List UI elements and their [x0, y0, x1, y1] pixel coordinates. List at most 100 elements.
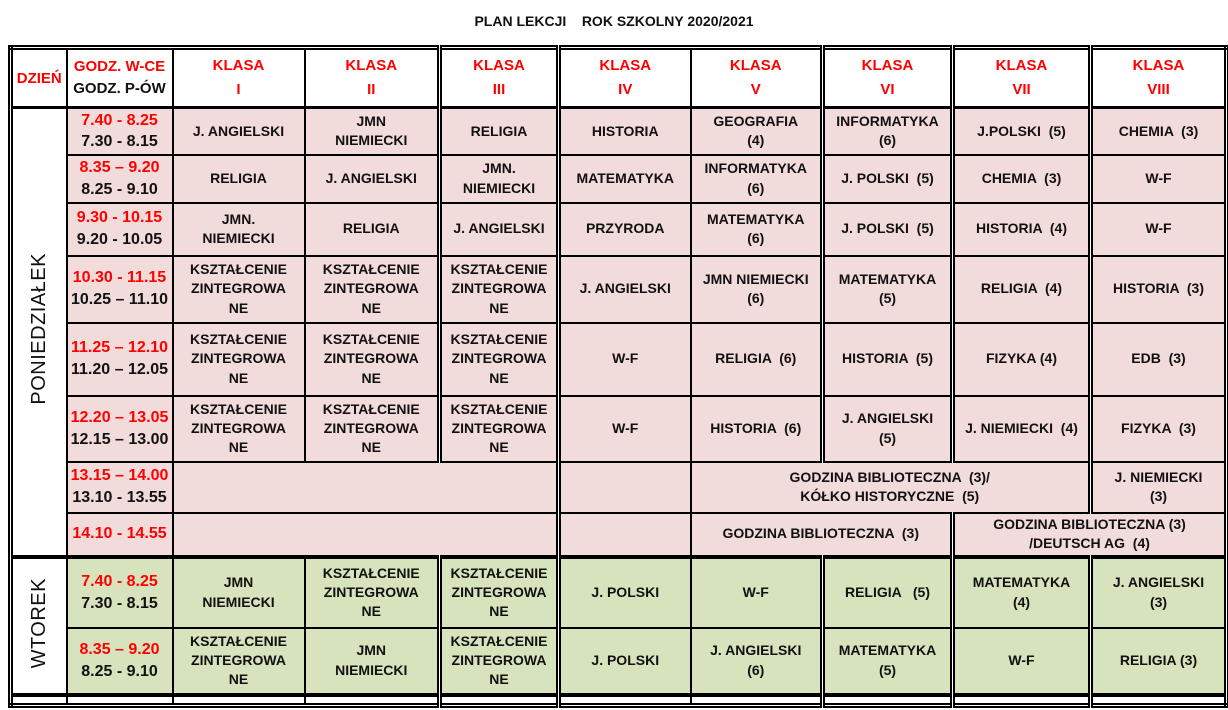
time-cell: 8.35 – 9.20 8.25 - 9.10: [65, 626, 174, 696]
lesson-cell: HISTORIA (5): [820, 321, 954, 397]
lesson-cell: KSZTAŁCENIE ZINTEGROWA NE: [437, 554, 560, 629]
lesson-cell: KSZTAŁCENIE ZINTEGROWA NE: [303, 394, 441, 463]
timetable-body: PONIEDZIAŁEK 7.40 - 8.25 7.30 - 8.15 J. ANG…: [9, 106, 1228, 705]
lesson-time: 8.35 – 9.20: [79, 158, 160, 176]
lesson-time: 14.10 - 14.55: [72, 525, 167, 543]
lesson-cell: J. ANGIELSKI (3): [1088, 554, 1228, 629]
lesson-cell: HISTORIA: [556, 106, 692, 156]
lesson-cell: W-F: [950, 626, 1092, 696]
lesson-cell: KSZTAŁCENIE ZINTEGROWA NE: [171, 626, 306, 696]
time-cell: 7.40 - 8.25 7.30 - 8.15: [65, 106, 174, 156]
lesson-cell: J. ANGIELSKI: [556, 254, 692, 324]
lesson-cell: FIZYKA (3): [1088, 394, 1228, 463]
cutoff-cell: [820, 692, 954, 705]
lesson-time: 8.35 – 9.20: [79, 640, 160, 658]
cutoff-cell: [1088, 692, 1228, 705]
lesson-cell: GEOGRAFIA (4): [689, 106, 824, 156]
break-time: 8.25 - 9.10: [81, 180, 158, 198]
lesson-cell: JMN NIEMIECKI: [303, 626, 441, 696]
lesson-cell: FIZYKA (4): [950, 321, 1092, 397]
col-header-klasa-8: KLASA VIII: [1088, 46, 1228, 109]
lesson-cell: INFORMATYKA (6): [820, 106, 954, 156]
cutoff-row: [9, 692, 1228, 705]
timetable-row: WTOREK 7.40 - 8.25 7.30 - 8.15 JMN NIEMIECK…: [9, 554, 1228, 696]
timetable-row: 12.20 – 13.05 12.15 – 13.00 KSZTAŁCENIE ZI…: [11, 394, 1228, 463]
timetable-row: 9.30 - 10.15 9.20 - 10.05 JMN. NIEMIECKI RE…: [11, 201, 1228, 257]
lesson-time: 13.15 – 14.00: [70, 467, 169, 485]
time-cell: 13.15 – 14.00 13.10 - 13.55: [65, 460, 174, 514]
lesson-time: 9.30 - 10.15: [76, 209, 163, 227]
break-time: 7.30 - 8.15: [81, 133, 158, 151]
lesson-cell: RELIGIA (4): [950, 254, 1092, 324]
page-title: PLAN LEKCJI ROK SZKOLNY 2020/2021: [474, 13, 754, 29]
lesson-cell: MATEMATYKA (5): [820, 626, 954, 696]
timetable-row: 13.15 – 14.00 13.10 - 13.55 GODZINA BIBLIO…: [11, 460, 1228, 514]
lesson-cell: W-F: [689, 554, 824, 629]
lesson-cell: KSZTAŁCENIE ZINTEGROWA NE: [171, 321, 306, 397]
cutoff-cell: [9, 692, 68, 705]
lesson-cell: J. ANGIELSKI: [303, 153, 441, 204]
col-header-klasa-3: KLASA III: [437, 46, 560, 109]
hours-pow-label: GODZ. P-ÓW: [73, 80, 166, 97]
time-cell: 12.20 – 13.05 12.15 – 13.00: [65, 394, 174, 463]
lesson-cell: JMN NIEMIECKI: [303, 106, 441, 156]
lesson-cell: HISTORIA (3): [1088, 254, 1228, 324]
lesson-cell: KSZTAŁCENIE ZINTEGROWA NE: [171, 394, 306, 463]
time-cell: 14.10 - 14.55: [65, 511, 174, 558]
cutoff-cell: [65, 692, 174, 705]
lesson-cell: MATEMATYKA (4): [950, 554, 1092, 629]
time-cell: 9.30 - 10.15 9.20 - 10.05: [65, 201, 174, 257]
lesson-cell: J. NIEMIECKI (3): [1088, 460, 1228, 514]
col-header-klasa-1: KLASA I: [171, 46, 306, 109]
lesson-cell: GODZINA BIBLIOTECZNA (3): [689, 511, 954, 558]
day-name-text: PONIEDZIAŁEK: [27, 253, 50, 406]
break-time: 10.25 – 11.10: [71, 291, 168, 308]
col-header-klasa-7: KLASA VII: [950, 46, 1092, 109]
lesson-cell: J. ANGIELSKI (5): [820, 394, 954, 463]
break-time: 11.20 – 12.05: [71, 361, 168, 378]
lesson-cell: JMN NIEMIECKI (6): [689, 254, 824, 324]
time-cell: 8.35 – 9.20 8.25 - 9.10: [65, 153, 174, 204]
lesson-cell: KSZTAŁCENIE ZINTEGROWA NE: [303, 554, 441, 629]
lesson-cell: J. ANGIELSKI (6): [689, 626, 824, 696]
cutoff-cell: [303, 692, 441, 705]
col-header-klasa-2: KLASA II: [303, 46, 441, 109]
empty-cell: [171, 460, 560, 514]
lesson-time: 7.40 - 8.25: [81, 111, 158, 129]
lesson-cell: EDB (3): [1088, 321, 1228, 397]
break-time: 8.25 - 9.10: [81, 662, 158, 680]
lesson-cell: CHEMIA (3): [950, 153, 1092, 204]
lesson-cell: CHEMIA (3): [1088, 106, 1228, 156]
break-time: 13.10 - 13.55: [72, 489, 167, 506]
cutoff-cell: [437, 692, 560, 705]
lesson-cell: MATEMATYKA: [556, 153, 692, 204]
lesson-cell: W-F: [556, 394, 692, 463]
header-row: DZIEŃ GODZ. W-CE GODZ. P-ÓW KLASA I KLAS…: [9, 46, 1228, 109]
lesson-cell: KSZTAŁCENIE ZINTEGROWA NE: [437, 394, 560, 463]
lesson-cell: W-F: [1088, 153, 1228, 204]
lesson-cell: KSZTAŁCENIE ZINTEGROWA NE: [437, 254, 560, 324]
lesson-cell: KSZTAŁCENIE ZINTEGROWA NE: [303, 321, 441, 397]
col-header-klasa-5: KLASA V: [689, 46, 824, 109]
lesson-cell: RELIGIA (6): [689, 321, 824, 397]
col-header-klasa-6: KLASA VI: [820, 46, 954, 109]
lesson-cell: MATEMATYKA (5): [820, 254, 954, 324]
empty-cell: [556, 460, 692, 514]
timetable: DZIEŃ GODZ. W-CE GODZ. P-ÓW KLASA I KLAS…: [8, 45, 1228, 708]
time-cell: 11.25 – 12.10 11.20 – 12.05: [65, 321, 174, 397]
lesson-cell: RELIGIA: [437, 106, 560, 156]
lesson-cell: RELIGIA: [303, 201, 441, 257]
lesson-time: 7.40 - 8.25: [81, 572, 158, 590]
lesson-cell: HISTORIA (4): [950, 201, 1092, 257]
timetable-row: 8.35 – 9.20 8.25 - 9.10 RELIGIA J. ANGIELSK…: [11, 153, 1228, 204]
lesson-time: 11.25 – 12.10: [71, 339, 168, 357]
lesson-cell: KSZTAŁCENIE ZINTEGROWA NE: [303, 254, 441, 324]
cutoff-cell: [689, 692, 824, 705]
cutoff-cell: [950, 692, 1092, 705]
lesson-cell: MATEMATYKA (6): [689, 201, 824, 257]
timetable-row: 14.10 - 14.55 GODZINA BIBLIOTECZNA (3) GOD…: [11, 511, 1228, 558]
cutoff-cell: [556, 692, 692, 705]
col-header-klasa-4: KLASA IV: [556, 46, 692, 109]
lesson-cell: JMN NIEMIECKI: [171, 554, 306, 629]
timetable-row: 8.35 – 9.20 8.25 - 9.10 KSZTAŁCENIE ZINTEG…: [11, 626, 1228, 696]
